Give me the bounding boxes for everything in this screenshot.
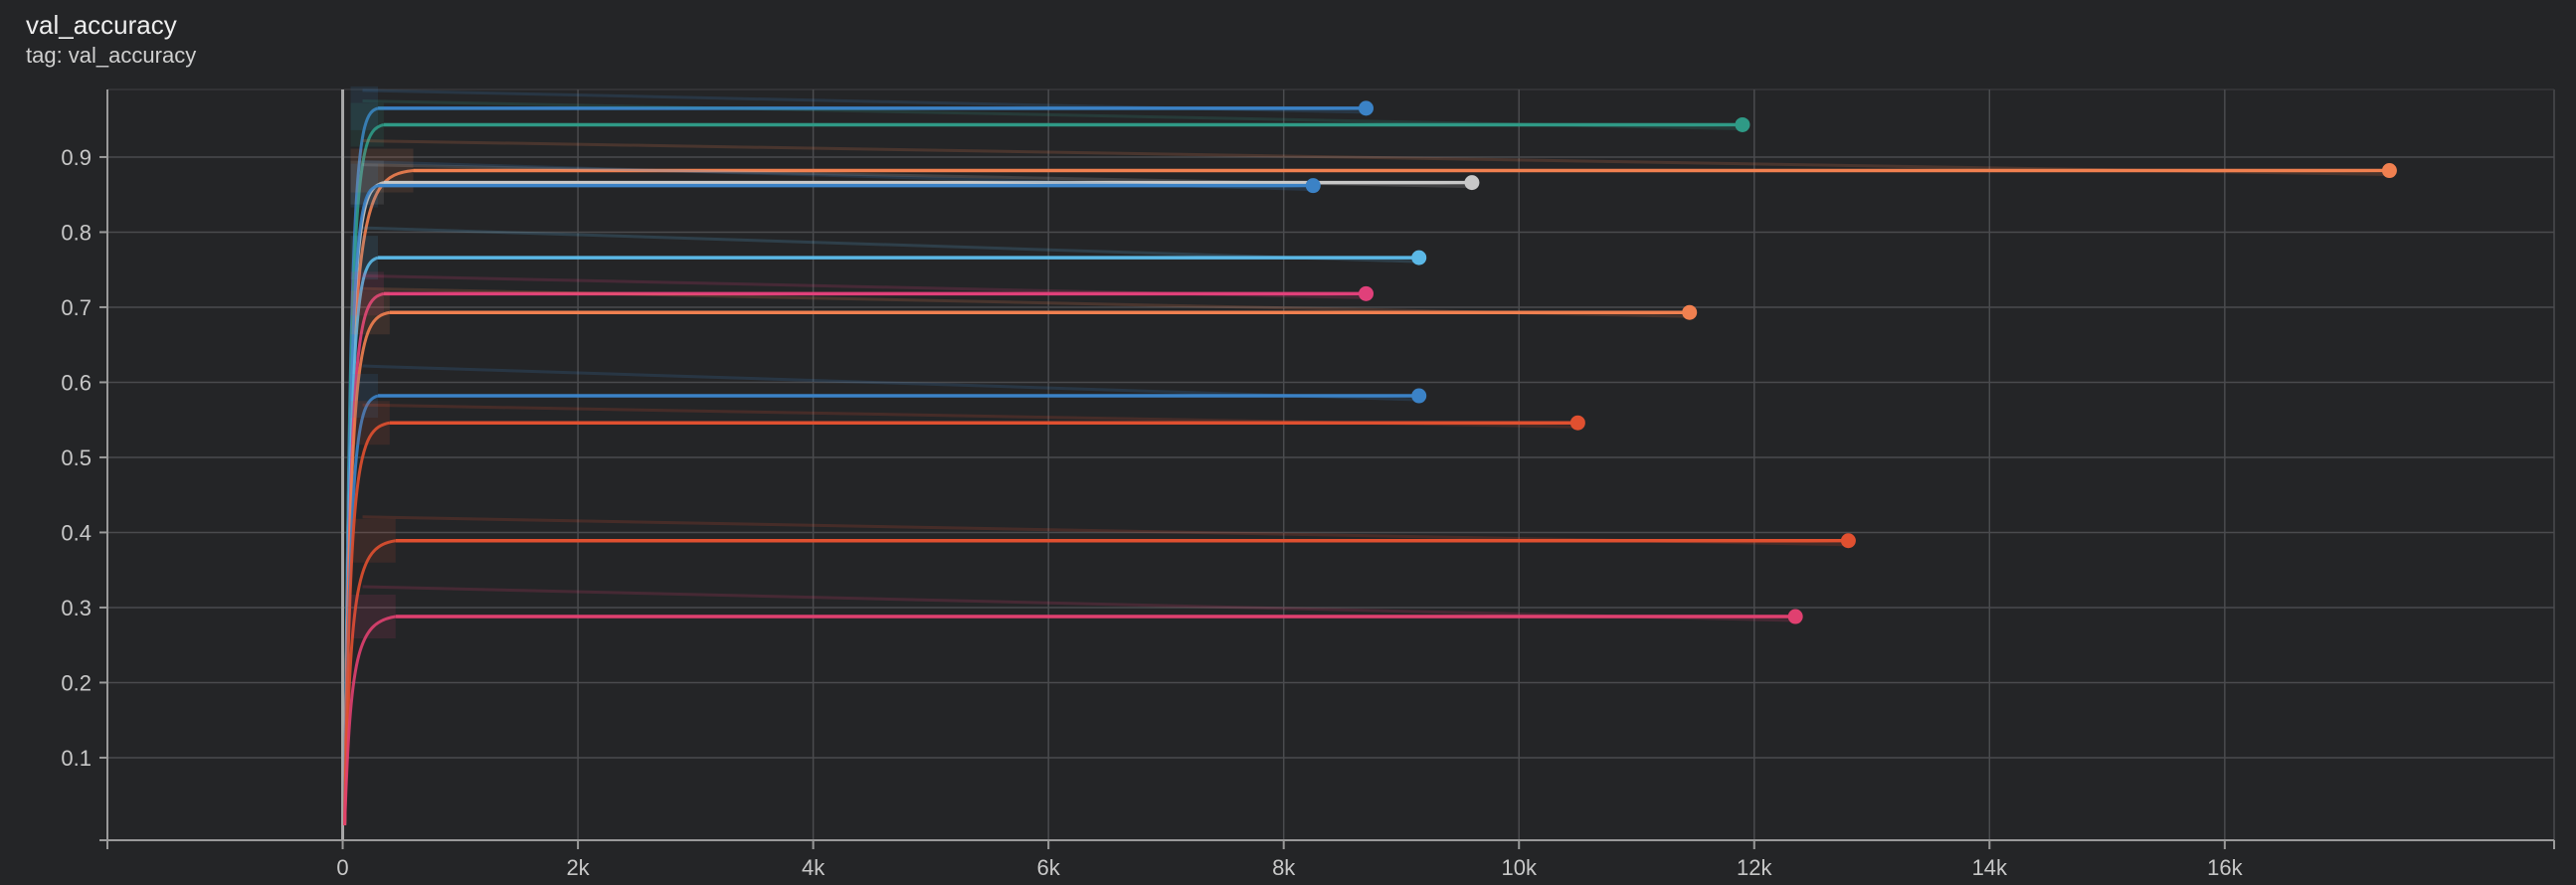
series-layer bbox=[343, 86, 2397, 825]
series-endpoint bbox=[1411, 250, 1427, 266]
grid bbox=[107, 88, 2555, 840]
series-shade-band bbox=[350, 595, 396, 639]
y-tick-label: 0.7 bbox=[61, 295, 92, 320]
series-1 bbox=[343, 86, 1374, 825]
series-endpoint bbox=[1735, 116, 1750, 132]
x-tick-label: 0 bbox=[336, 855, 348, 880]
series-11 bbox=[343, 515, 1856, 825]
series-12 bbox=[343, 585, 1803, 825]
x-tick-label: 6k bbox=[1037, 855, 1061, 880]
series-shade-band bbox=[350, 86, 379, 130]
x-tick-label: 2k bbox=[566, 855, 590, 880]
x-tick-label: 8k bbox=[1272, 855, 1296, 880]
y-tick-label: 0.6 bbox=[61, 370, 92, 395]
series-10 bbox=[343, 401, 1585, 825]
series-endpoint bbox=[1840, 533, 1856, 549]
y-tick-label: 0.9 bbox=[61, 145, 92, 170]
series-shade-band bbox=[350, 518, 396, 563]
x-tick-label: 10k bbox=[1501, 855, 1537, 880]
series-2 bbox=[343, 98, 1750, 825]
x-tick-label: 14k bbox=[1972, 855, 2008, 880]
x-tick-label: 4k bbox=[802, 855, 826, 880]
y-tick-label: 0.3 bbox=[61, 596, 92, 620]
y-tick-label: 0.2 bbox=[61, 670, 92, 695]
chart-tag-label: tag: val_accuracy bbox=[26, 43, 197, 68]
series-7 bbox=[343, 271, 1374, 825]
series-endpoint bbox=[1464, 175, 1480, 191]
x-tick-label: 16k bbox=[2207, 855, 2243, 880]
chart-title: val_accuracy bbox=[26, 10, 177, 40]
series-endpoint bbox=[2381, 163, 2397, 179]
y-tick-label: 0.4 bbox=[61, 520, 92, 545]
series-3 bbox=[343, 139, 2397, 825]
series-endpoint bbox=[1411, 388, 1427, 404]
series-endpoint bbox=[1682, 304, 1698, 320]
series-rise bbox=[343, 421, 391, 825]
series-9 bbox=[343, 364, 1427, 825]
series-endpoint bbox=[1305, 178, 1321, 194]
y-tick-label: 0.8 bbox=[61, 220, 92, 245]
x-tick-label: 12k bbox=[1737, 855, 1772, 880]
series-endpoint bbox=[1358, 100, 1374, 116]
series-5 bbox=[343, 160, 1321, 825]
series-8 bbox=[343, 286, 1698, 825]
series-4 bbox=[343, 160, 1480, 825]
series-endpoint bbox=[1569, 415, 1585, 431]
y-tick-label: 0.5 bbox=[61, 445, 92, 470]
y-tick-label: 0.1 bbox=[61, 746, 92, 771]
series-rise bbox=[343, 615, 396, 825]
series-endpoint bbox=[1787, 609, 1803, 624]
series-endpoint bbox=[1358, 285, 1374, 301]
